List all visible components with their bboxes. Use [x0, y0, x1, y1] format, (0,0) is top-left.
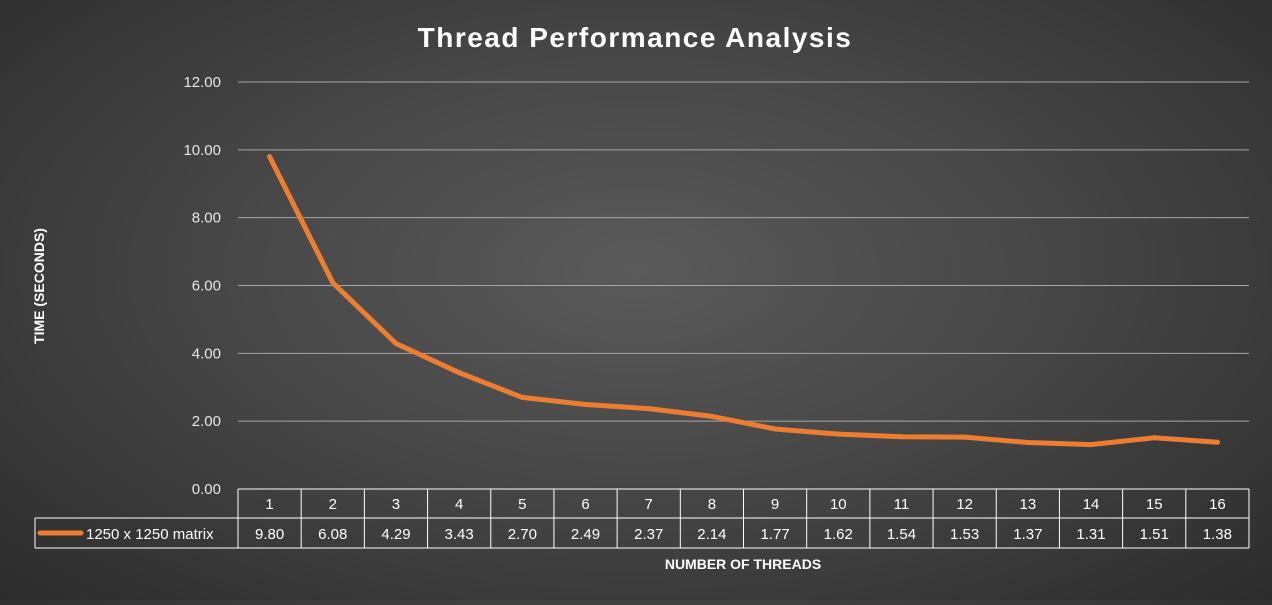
chart-title: Thread Performance Analysis: [418, 22, 853, 53]
x-category-label: 9: [771, 496, 779, 513]
y-tick-label: 8.00: [192, 210, 221, 227]
data-label: 1.62: [824, 526, 853, 543]
y-tick-label: 10.00: [183, 142, 221, 159]
y-axis-title: TIME (SECONDS): [31, 228, 47, 344]
data-point: [835, 431, 841, 437]
x-category-label: 15: [1146, 496, 1163, 513]
y-tick-label: 12.00: [183, 74, 221, 91]
x-category-label: 13: [1020, 496, 1037, 513]
x-category-label: 8: [708, 496, 716, 513]
data-point: [456, 370, 462, 376]
x-category-label: 3: [392, 496, 400, 513]
data-point: [898, 434, 904, 440]
data-label: 2.37: [634, 526, 663, 543]
data-label: 6.08: [318, 526, 347, 543]
y-tick-label: 4.00: [192, 345, 221, 362]
x-category-label: 1: [265, 496, 273, 513]
data-label: 1.51: [1140, 526, 1169, 543]
data-point: [709, 413, 715, 419]
data-point: [1151, 435, 1157, 441]
data-point: [267, 154, 273, 160]
x-category-label: 16: [1209, 496, 1226, 513]
x-category-label: 14: [1083, 496, 1100, 513]
y-axis-ticks: 0.00 2.00 4.00 6.00 8.00 10.00 12.00: [183, 74, 221, 498]
data-label: 2.14: [697, 526, 726, 543]
data-point: [646, 406, 652, 412]
legend-series-label: 1250 x 1250 matrix: [86, 526, 214, 543]
data-label: 9.80: [255, 526, 284, 543]
data-table: 1 9.80 2 6.08 3 4.29 4 3.43 5 2.70 6 2.49 7 2.37 8 2.14…: [34, 488, 1250, 549]
data-label: 1.54: [887, 526, 916, 543]
data-point: [519, 394, 525, 400]
series-line: [267, 154, 1220, 448]
series-layer: [267, 154, 1220, 448]
data-label: 1.53: [950, 526, 979, 543]
data-point: [1088, 442, 1094, 448]
data-label: 1.77: [760, 526, 789, 543]
y-tick-label: 0.00: [192, 481, 221, 498]
x-category-label: 5: [518, 496, 526, 513]
gridlines: [238, 81, 1249, 422]
x-category-label: 4: [455, 496, 463, 513]
x-category-label: 12: [956, 496, 973, 513]
data-point: [772, 426, 778, 432]
data-point: [1214, 439, 1220, 445]
data-point: [393, 340, 399, 346]
x-axis-title: NUMBER OF THREADS: [665, 556, 821, 572]
data-point: [583, 402, 589, 408]
y-tick-label: 2.00: [192, 413, 221, 430]
x-category-label: 11: [894, 496, 910, 513]
data-label: 3.43: [445, 526, 474, 543]
data-point: [962, 434, 968, 440]
x-category-label: 2: [329, 496, 337, 513]
data-label: 1.31: [1076, 526, 1105, 543]
data-label: 1.38: [1203, 526, 1232, 543]
data-label: 2.49: [571, 526, 600, 543]
x-category-label: 10: [830, 496, 847, 513]
data-label: 2.70: [508, 526, 537, 543]
data-label: 4.29: [381, 526, 410, 543]
data-label: 1.37: [1013, 526, 1042, 543]
y-tick-label: 6.00: [192, 278, 221, 295]
data-point: [1025, 440, 1031, 446]
data-point: [330, 280, 336, 286]
x-category-label: 6: [581, 496, 589, 513]
x-category-label: 7: [645, 496, 653, 513]
